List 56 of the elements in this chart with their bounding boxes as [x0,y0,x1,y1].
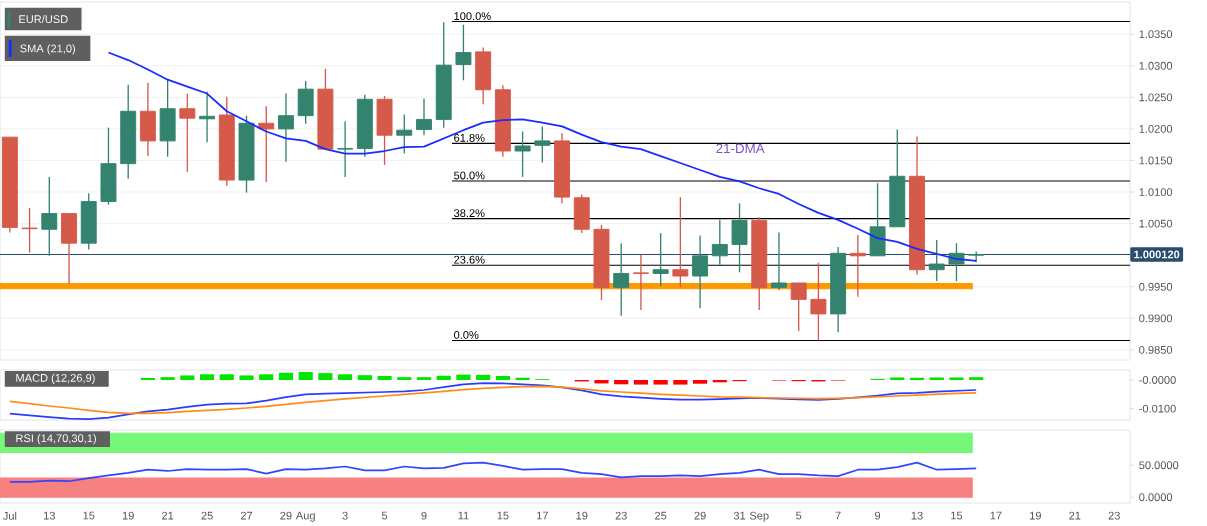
x-tick-label: 21 [1069,511,1081,520]
y-tick-label: -0.0100 [1139,404,1176,413]
legend-label: EUR/USD [19,14,68,24]
x-tick-label: 17 [990,511,1002,520]
ref-line-label: 61.8% [454,133,485,142]
x-tick-label: 5 [796,511,802,520]
x-tick-label: 15 [497,511,509,520]
y-tick-label: 0.9850 [1139,346,1173,354]
x-tick-label: 21 [162,511,174,520]
ref-line-label: 0.0% [454,331,479,339]
y-tick-label: 1.0300 [1139,61,1173,70]
x-tick-label: 23 [1108,511,1120,520]
x-tick-label: 13 [43,511,55,520]
x-tick-label: 7 [835,511,841,520]
x-tick-label: 27 [240,511,253,520]
x-tick-label: Aug [295,511,315,522]
chart-title: MACD (12,26,9) [16,373,95,385]
chart-title: RSI (14,70,30,1) [16,434,96,445]
x-tick-label: 3 [342,511,348,520]
x-tick-label: 23 [615,511,627,520]
x-tick-label: 19 [122,511,134,520]
annotation: 21-DMA [716,143,765,154]
y-tick-label: -0.0000 [1139,376,1176,384]
y-tick-label: 1.0250 [1139,93,1173,102]
legend-label: SMA (21,0) [20,44,75,55]
y-tick-label: 1.0200 [1139,125,1173,133]
y-tick-label: 1.0050 [1139,219,1173,228]
x-tick-label: 19 [1030,511,1041,520]
x-tick-label: 19 [576,511,588,520]
ref-line-label: 23.6% [454,255,485,264]
x-tick-label: 11 [458,511,469,520]
ref-line-label: 1.000120 [1134,250,1180,259]
ref-line-label: 100.0% [454,12,491,20]
y-tick-label: 1.0100 [1139,188,1173,196]
x-tick-label: 25 [655,511,667,520]
x-tick-label: Jul [2,511,17,520]
x-tick-label: 9 [875,511,881,520]
ref-line-label: 38.2% [454,209,485,218]
x-tick-label: 15 [951,511,963,520]
y-tick-label: 1.0150 [1139,156,1173,165]
x-tick-label: Sep [749,511,769,522]
x-tick-label: 29 [280,511,292,520]
x-tick-label: 31 [733,511,746,520]
y-tick-label: 0.9900 [1139,314,1173,323]
y-tick-label: 50.0000 [1139,461,1179,470]
x-tick-label: 25 [201,511,213,520]
y-tick-label: 0.9950 [1139,282,1173,291]
x-tick-label: 9 [421,511,427,520]
y-tick-label: 0.0000 [1139,493,1173,502]
ref-line-label: 50.0% [454,171,485,180]
x-tick-label: 17 [537,511,548,520]
x-tick-label: 29 [694,511,706,520]
x-tick-label: 13 [911,511,923,520]
x-tick-label: 15 [83,511,95,520]
y-tick-label: 1.0350 [1139,30,1173,39]
x-tick-label: 5 [381,511,388,520]
